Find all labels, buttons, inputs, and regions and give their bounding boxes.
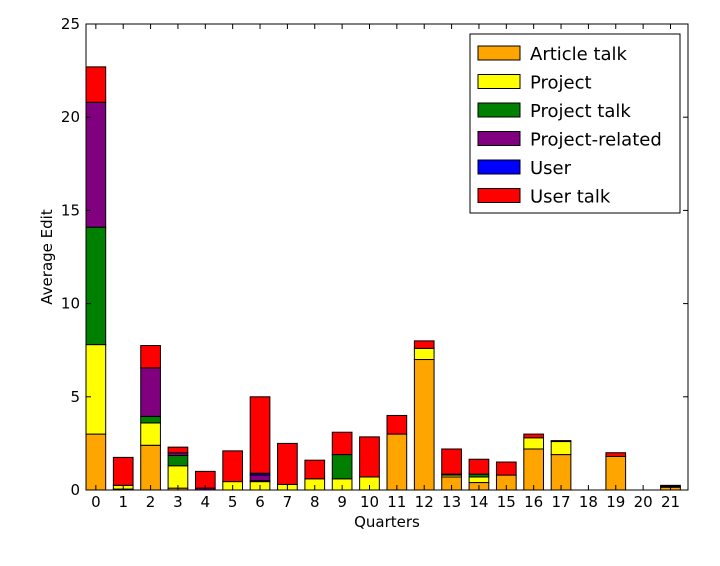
bar-segment [413, 347, 435, 361]
x-tick-label: 0 [91, 493, 101, 511]
bar-segment [249, 474, 271, 482]
legend-label: Project-related [530, 130, 662, 151]
x-tick-label: 12 [415, 493, 434, 511]
bar-segment [222, 450, 244, 483]
legend-label: Project [530, 73, 592, 94]
y-tick-label: 20 [61, 108, 80, 126]
bar-segment [468, 458, 490, 475]
x-tick-label: 13 [442, 493, 461, 511]
y-tick-label: 15 [61, 201, 80, 219]
bar-segment [550, 441, 572, 456]
bar-segment [386, 433, 408, 491]
bar-segment [523, 437, 545, 450]
bars-layer [85, 66, 681, 491]
y-tick-label: 10 [61, 295, 80, 313]
bar-segment [85, 226, 107, 346]
x-tick-label: 15 [497, 493, 516, 511]
bar-segment [386, 414, 408, 435]
x-tick-label: 10 [360, 493, 379, 511]
legend-swatch [477, 45, 521, 61]
bar-segment [85, 101, 107, 228]
legend-swatch [477, 131, 521, 146]
x-tick-label: 18 [579, 493, 598, 511]
bar-segment [495, 461, 517, 476]
bar-segment [413, 340, 435, 349]
legend-swatch [477, 188, 521, 203]
bar-segment [605, 452, 627, 457]
x-tick-label: 3 [173, 493, 183, 511]
x-tick-label: 11 [387, 493, 406, 511]
x-tick-label: 8 [310, 493, 320, 511]
x-axis-label: Quarters [354, 513, 420, 531]
x-tick-label: 1 [118, 493, 128, 511]
x-tick-label: 6 [255, 493, 265, 511]
bar-segment [277, 442, 298, 485]
x-tick-label: 5 [228, 493, 238, 511]
bar-segment [304, 459, 326, 480]
bar-segment [140, 422, 161, 446]
legend-label: User talk [530, 187, 611, 208]
bar-segment [523, 448, 545, 491]
bar-segment [249, 396, 271, 474]
bar-segment [331, 454, 353, 480]
plot-frame [85, 23, 689, 491]
y-axis-label: Average Edit [38, 209, 56, 305]
bar-segment [167, 465, 189, 489]
legend-swatch [477, 159, 521, 175]
x-tick-label: 7 [283, 493, 293, 511]
x-tick-label: 20 [634, 493, 653, 511]
bar-segment [359, 436, 380, 478]
legend-swatch [477, 74, 521, 89]
x-tick-label: 2 [146, 493, 156, 511]
bar-segment [331, 431, 353, 456]
bar-segment [140, 345, 161, 369]
legend-swatch [477, 102, 521, 118]
bar-segment [523, 433, 545, 439]
bar-segment [167, 446, 189, 454]
legend-label: Project talk [530, 101, 631, 122]
bar-segment [550, 454, 572, 491]
bar-segment [605, 455, 627, 491]
bar-segment [167, 455, 189, 467]
bar-segment [550, 440, 572, 443]
bar-segment [85, 433, 107, 491]
bar-segment [85, 344, 107, 435]
x-tick-label: 9 [337, 493, 347, 511]
y-tick-label: 25 [61, 15, 80, 33]
bar-segment [140, 367, 161, 417]
x-tick-label: 14 [469, 493, 488, 511]
x-tick-label: 4 [201, 493, 211, 511]
legend: Article talk Project Project talk Project-r… [469, 33, 681, 214]
legend-label: User [530, 158, 572, 179]
bar-segment [413, 359, 435, 491]
bar-segment [112, 456, 134, 486]
x-tick-label: 16 [524, 493, 543, 511]
bar-segment [140, 415, 161, 424]
y-tick-label: 0 [70, 481, 80, 499]
bar-segment [441, 448, 462, 475]
bar-segment [468, 476, 490, 484]
x-tick-label: 19 [606, 493, 625, 511]
bar-segment [85, 66, 107, 103]
legend-label: Article talk [530, 44, 628, 65]
bar-segment [140, 444, 161, 491]
x-tick-label: 21 [661, 493, 680, 511]
y-tick-label: 5 [70, 388, 80, 406]
x-tick-label: 17 [551, 493, 570, 511]
legend-box [469, 33, 681, 214]
